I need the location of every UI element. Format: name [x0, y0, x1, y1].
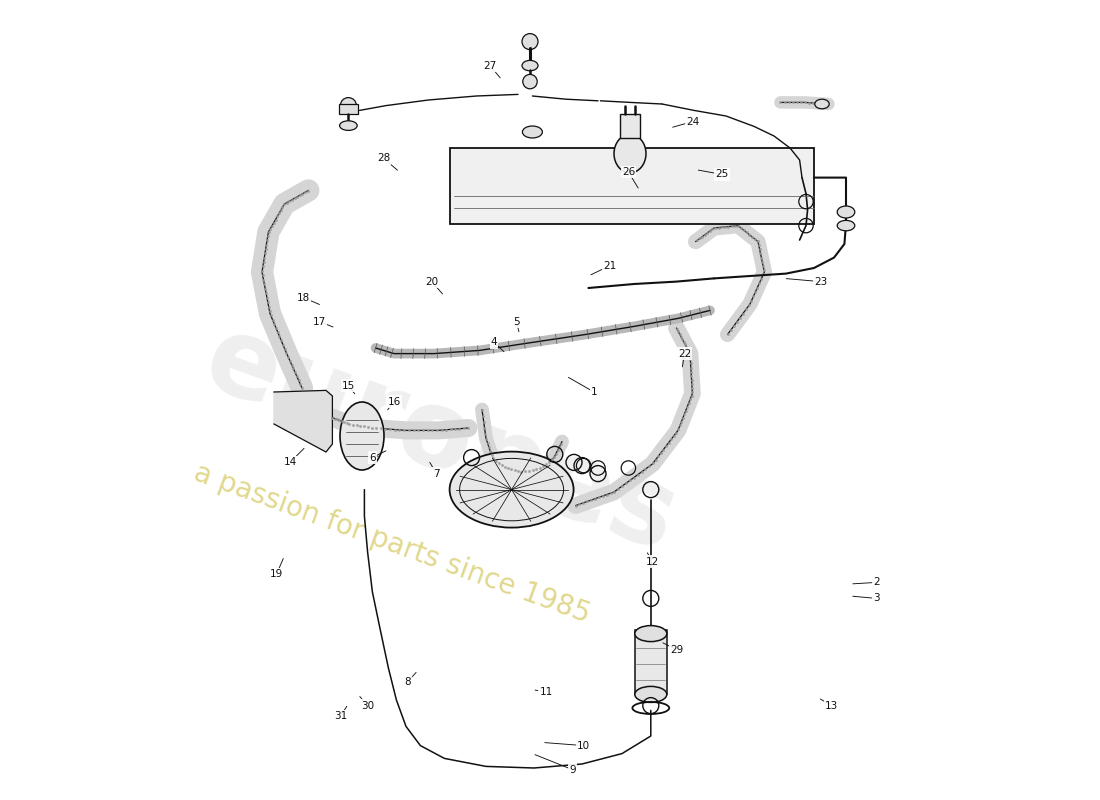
Ellipse shape: [837, 206, 855, 218]
Text: 25: 25: [715, 170, 728, 179]
Bar: [635, 630, 667, 694]
Ellipse shape: [522, 60, 538, 71]
Text: 27: 27: [483, 61, 496, 70]
Text: 8: 8: [405, 677, 411, 686]
Text: 30: 30: [361, 701, 374, 710]
Text: 4: 4: [491, 338, 497, 347]
Text: a passion for parts since 1985: a passion for parts since 1985: [190, 459, 594, 629]
Ellipse shape: [837, 220, 855, 231]
Text: 10: 10: [578, 741, 591, 750]
Ellipse shape: [635, 686, 667, 702]
Text: 26: 26: [621, 167, 635, 177]
Text: 12: 12: [646, 557, 659, 566]
Ellipse shape: [635, 626, 667, 642]
Text: europes: europes: [190, 306, 691, 574]
Text: 2: 2: [873, 578, 880, 587]
Ellipse shape: [340, 402, 384, 470]
Bar: [450, 148, 814, 224]
Text: 13: 13: [825, 701, 838, 710]
Text: 11: 11: [539, 687, 552, 697]
Text: 7: 7: [433, 469, 440, 478]
Text: 24: 24: [685, 117, 698, 126]
Text: 29: 29: [670, 645, 683, 654]
Polygon shape: [274, 390, 332, 452]
Ellipse shape: [815, 99, 829, 109]
Text: 9: 9: [569, 765, 575, 774]
Text: 14: 14: [284, 458, 297, 467]
Ellipse shape: [614, 134, 646, 173]
Text: 19: 19: [270, 570, 283, 579]
Ellipse shape: [450, 451, 573, 528]
Text: 1: 1: [591, 387, 597, 397]
Text: 20: 20: [425, 277, 438, 286]
Text: 15: 15: [342, 381, 355, 390]
Text: 31: 31: [333, 711, 346, 721]
Text: 21: 21: [604, 261, 617, 270]
Circle shape: [522, 74, 537, 89]
Text: 23: 23: [814, 277, 827, 286]
Ellipse shape: [340, 121, 358, 130]
Text: 3: 3: [873, 594, 880, 603]
Text: 16: 16: [387, 397, 400, 406]
Text: 18: 18: [297, 293, 310, 302]
Circle shape: [522, 34, 538, 50]
Circle shape: [340, 98, 356, 114]
Text: 6: 6: [370, 453, 376, 462]
Ellipse shape: [522, 126, 542, 138]
Text: 17: 17: [314, 317, 327, 326]
Text: 22: 22: [678, 349, 691, 358]
Bar: [620, 114, 639, 138]
Text: 5: 5: [513, 317, 519, 326]
Bar: [339, 104, 358, 114]
Text: 28: 28: [377, 154, 390, 163]
